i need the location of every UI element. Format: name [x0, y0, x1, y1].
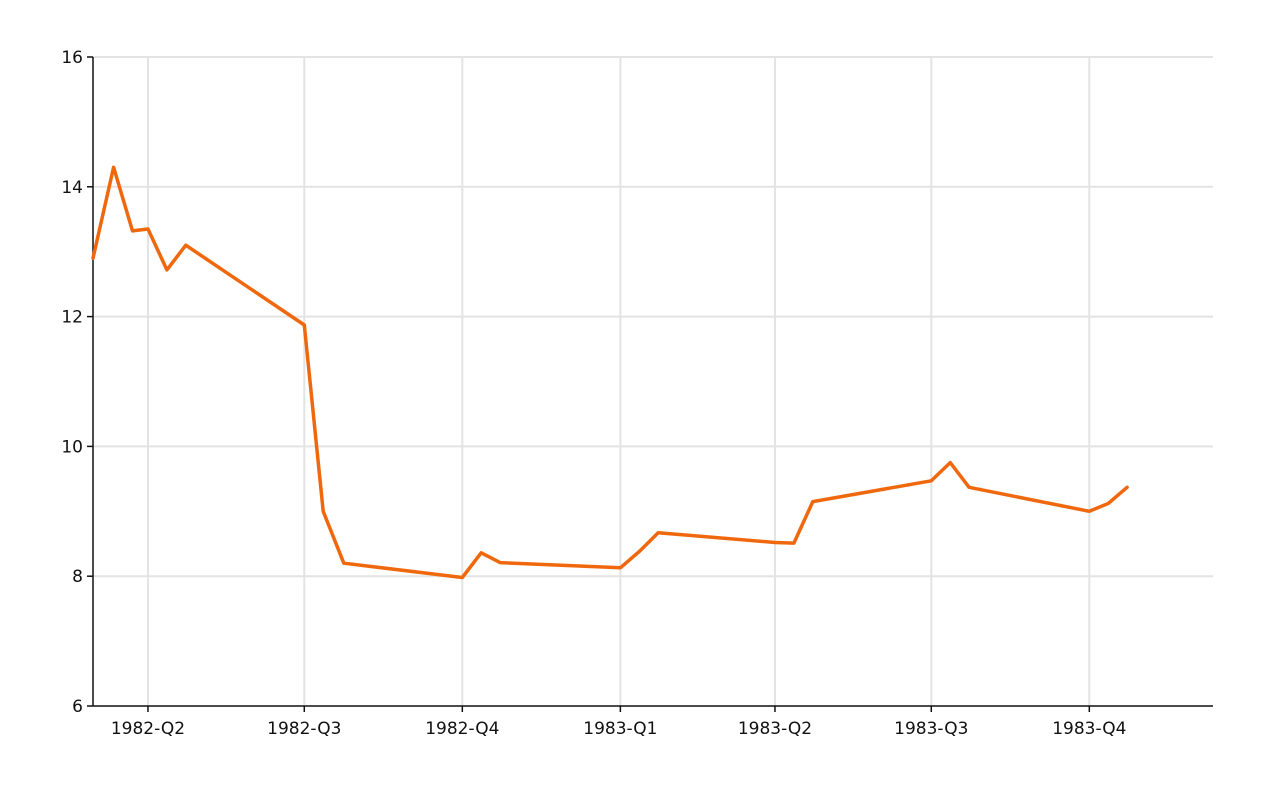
x-tick-label: 1982-Q3 — [267, 719, 341, 739]
axes — [87, 56, 1213, 712]
y-tick-label: 6 — [72, 697, 83, 717]
x-tick-label: 1983-Q4 — [1052, 719, 1126, 739]
x-tick-label: 1983-Q1 — [583, 719, 657, 739]
y-tick-label: 14 — [61, 178, 83, 198]
series-layer — [91, 165, 1129, 580]
x-tick-label: 1983-Q2 — [738, 719, 812, 739]
y-tick-label: 8 — [72, 567, 83, 587]
x-tick-label: 1982-Q4 — [425, 719, 499, 739]
x-tick-label: 1983-Q3 — [894, 719, 968, 739]
y-tick-label: 12 — [61, 308, 83, 328]
y-tick-label: 16 — [61, 48, 83, 68]
tick-labels: 6 8 10 12 14 16 1982-Q2 1982-Q3 1982-Q4 1983-Q1 19… — [61, 48, 1126, 739]
series-line — [91, 165, 1129, 580]
x-tick-label: 1982-Q2 — [111, 719, 185, 739]
y-tick-label: 10 — [61, 437, 83, 457]
grid-lines — [93, 56, 1213, 706]
